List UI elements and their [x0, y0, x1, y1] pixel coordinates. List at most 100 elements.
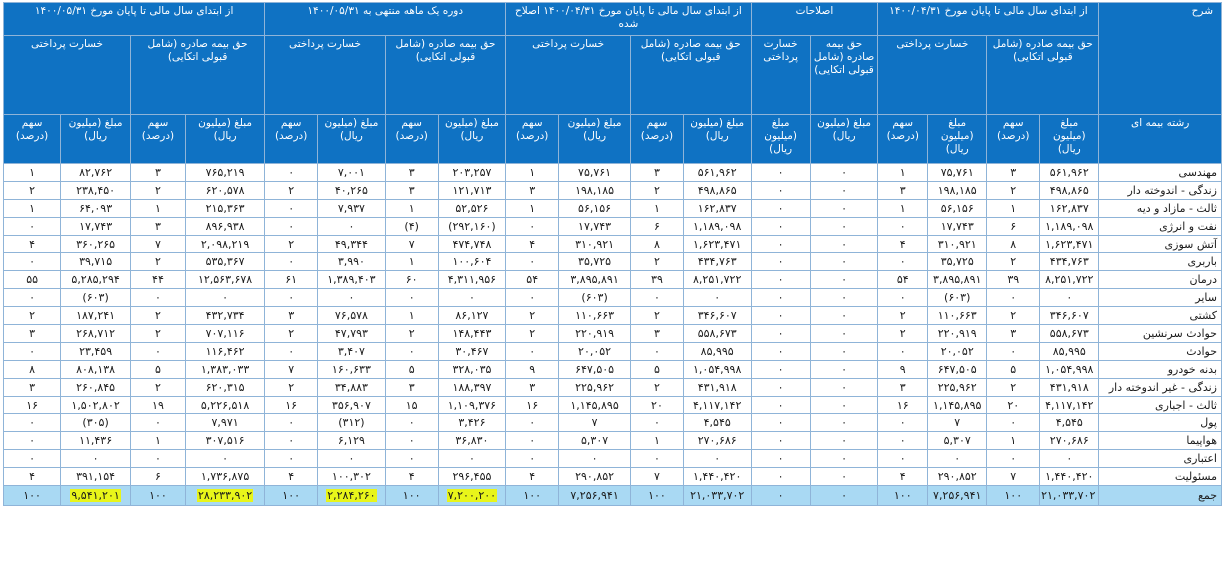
table-cell: ۰	[986, 341, 1041, 361]
table-cell: ۲	[264, 377, 319, 397]
table-cell: ۲۱,۰۳۳,۷۰۲	[682, 485, 752, 507]
table-cell: ۴۴	[129, 270, 186, 290]
table-cell: ۳	[630, 163, 684, 182]
table-cell: ۵,۲۸۵,۲۹۴	[60, 270, 131, 290]
table-cell: ۳	[129, 216, 186, 236]
table-cell: ۰	[750, 395, 811, 415]
table-cell: ۱	[129, 198, 186, 218]
amount-header: مبلغ (میلیون ریال)	[558, 114, 632, 164]
table-cell: ۱,۱۴۵,۸۹۵	[927, 395, 988, 415]
desc-header: شرح	[1098, 2, 1222, 115]
table-cell: ۱۱۰,۶۶۳	[927, 306, 988, 326]
table-cell: ۶۴,۰۹۳	[60, 198, 131, 218]
table-cell: ۳	[986, 163, 1041, 182]
table-cell: ۰	[264, 198, 319, 218]
table-cell: ۲۸,۲۳۳,۹۰۲	[184, 485, 266, 507]
amount-header: مبلغ (میلیون ریال)	[437, 114, 507, 164]
table-cell: ۲۷۰,۶۸۶	[1039, 431, 1100, 451]
amount-header: مبلغ (میلیون ریال)	[809, 114, 879, 164]
table-cell: ۰	[630, 288, 684, 308]
table-cell: ۱۷,۷۴۳	[558, 216, 632, 236]
amount-header: مبلغ (میلیون ریال)	[1039, 114, 1100, 164]
table-cell: ۶۴۷,۵۰۵	[558, 359, 632, 379]
table-cell: ۰	[384, 431, 439, 451]
table-cell: ۷۶,۵۷۸	[317, 306, 386, 326]
premium-header: حق بیمه صادره (شامل قبولی اتکایی)	[809, 35, 879, 115]
table-row: زندگی - غیر اندوخته دار ۴۳۱,۹۱۸ ۲ ۲۲۵,۹۶۲ ۳ ۰…	[2, 377, 1222, 397]
table-cell: ۰	[384, 288, 439, 308]
table-cell: ۲,۰۹۸,۲۱۹	[184, 234, 266, 254]
table-cell: ۳	[129, 163, 186, 182]
table-cell: ۰	[2, 252, 62, 272]
table-cell: ۰	[809, 341, 879, 361]
table-cell: ۷	[264, 359, 319, 379]
table-cell: (۳۱۲)	[317, 413, 386, 433]
table-cell: ۰	[750, 359, 811, 379]
row-label: ثالث - مازاد و دیه	[1098, 198, 1222, 218]
table-cell: ۰	[2, 449, 62, 469]
table-cell: ۱	[877, 198, 929, 218]
table-cell: ۷۵,۷۶۱	[927, 163, 988, 182]
table-cell: ۳۹	[630, 270, 684, 290]
table-cell: ۱,۴۴۰,۴۲۰	[682, 467, 752, 487]
table-cell: ۷۶۵,۲۱۹	[184, 163, 266, 182]
table-cell: ۲۱۵,۳۶۳	[184, 198, 266, 218]
table-cell: ۶۴۷,۵۰۵	[927, 359, 988, 379]
table-row: کشتی ۳۴۶,۶۰۷ ۲ ۱۱۰,۶۶۳ ۲ ۰ ۰ ۳۴۶,۶۰۷ ۲ ۱۱۰,۶۶۳ ۲ ۸۶…	[2, 306, 1222, 326]
table-cell: ۰	[809, 252, 879, 272]
table-cell: ۲	[877, 324, 929, 343]
table-cell: ۰	[1039, 288, 1100, 308]
table-cell: ۳۹	[986, 270, 1041, 290]
table-cell: ۳۵۶,۹۰۷	[317, 395, 386, 415]
table-cell: ۲	[264, 234, 319, 254]
premium-header: حق بیمه صادره (شامل قبولی اتکایی)	[129, 35, 266, 115]
row-label: هواپیما	[1098, 431, 1222, 451]
table-cell: ۰	[750, 377, 811, 397]
table-cell: ۹,۵۴۱,۲۰۱	[60, 485, 131, 507]
table-cell: ۱۰۰	[2, 485, 62, 507]
table-cell: ۵	[630, 359, 684, 379]
table-cell: ۰	[264, 216, 319, 236]
table-cell: ۴	[505, 467, 560, 487]
table-cell: ۱	[384, 306, 439, 326]
table-cell: ۷	[630, 467, 684, 487]
table-cell: ۰	[986, 288, 1041, 308]
table-cell: ۲	[877, 306, 929, 326]
table-row: مسئولیت ۱,۴۴۰,۴۲۰ ۷ ۲۹۰,۸۵۲ ۴ ۰ ۰ ۱,۴۴۰,۴۲۰ ۷ ۲۹۰…	[2, 467, 1222, 487]
table-cell: ۰	[505, 413, 560, 433]
table-cell: ۳۰,۴۶۷	[437, 341, 507, 361]
share-header: سهم (درصد)	[2, 114, 62, 164]
table-cell: ۰	[750, 467, 811, 487]
table-cell: ۵۳۵,۳۶۷	[184, 252, 266, 272]
table-row: آتش سوزی ۱,۶۲۳,۴۷۱ ۸ ۳۱۰,۹۲۱ ۴ ۰ ۰ ۱,۶۲۳,۴۷۱ ۸ ۳۱…	[2, 234, 1222, 254]
table-cell: ۰	[264, 449, 319, 469]
table-cell: ۰	[264, 341, 319, 361]
row-label: نفت و انرژی	[1098, 216, 1222, 236]
share-header: سهم (درصد)	[384, 114, 439, 164]
table-cell: ۴۳۱,۹۱۸	[682, 377, 752, 397]
table-cell: ۴	[384, 467, 439, 487]
table-cell: ۱	[384, 198, 439, 218]
table-cell: ۰	[384, 449, 439, 469]
table-cell: ۴,۱۱۷,۱۴۲	[1039, 395, 1100, 415]
table-cell: ۴۳۴,۷۶۳	[1039, 252, 1100, 272]
table-cell: ۰	[2, 413, 62, 433]
table-cell: ۳۴,۸۸۳	[317, 377, 386, 397]
table-cell: ۸,۲۵۱,۷۲۲	[682, 270, 752, 290]
table-cell: ۳۱۰,۹۲۱	[927, 234, 988, 254]
table-cell: ۰	[809, 288, 879, 308]
table-cell: (۲۹۲,۱۶۰)	[437, 216, 507, 236]
table-cell: ۴,۱۱۷,۱۴۲	[682, 395, 752, 415]
table-cell: ۱,۰۵۴,۹۹۸	[1039, 359, 1100, 379]
highlighted-value: ۲۸,۲۳۳,۹۰۲	[196, 489, 254, 503]
table-cell: ۲	[2, 180, 62, 200]
table-cell: ۲	[264, 324, 319, 343]
share-header: سهم (درصد)	[264, 114, 319, 164]
table-cell: ۰	[809, 270, 879, 290]
table-cell: ۱,۴۴۰,۴۲۰	[1039, 467, 1100, 487]
claims-header: خسارت پرداختی	[505, 35, 632, 115]
table-cell: ۷,۹۳۷	[317, 198, 386, 218]
table-cell: ۰	[2, 288, 62, 308]
table-cell: ۰	[877, 431, 929, 451]
table-cell: ۰	[809, 431, 879, 451]
